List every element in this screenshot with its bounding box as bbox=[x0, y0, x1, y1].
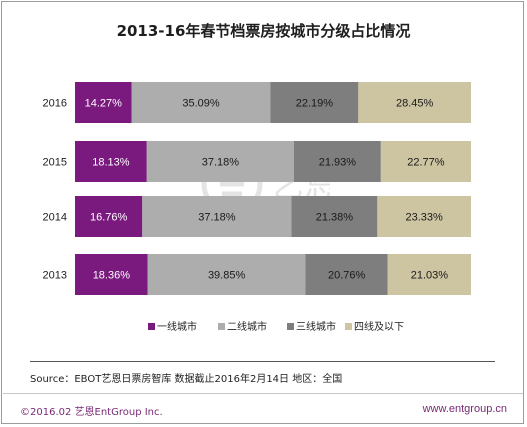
legend-label: 三线城市 bbox=[296, 320, 336, 333]
bar-segment bbox=[75, 82, 132, 123]
bar-segment bbox=[131, 82, 271, 123]
bar-segment bbox=[305, 254, 388, 295]
legend-swatch bbox=[345, 323, 352, 330]
bar-segment bbox=[294, 141, 381, 182]
bar-segment bbox=[358, 82, 471, 123]
bar-data-label: 22.77% bbox=[407, 157, 445, 169]
bar-data-label: 39.85% bbox=[208, 270, 246, 282]
bar-segment bbox=[377, 196, 471, 237]
bar-data-label: 21.03% bbox=[411, 270, 449, 282]
source-divider bbox=[30, 361, 495, 362]
legend-label: 一线城市 bbox=[157, 320, 197, 333]
bar-segment bbox=[75, 141, 147, 182]
stacked-bar-chart: 2016 14.27% 35.09% 22.19% 28.45% 2015 18.13% 37… bbox=[43, 82, 471, 333]
bar-data-label: 37.18% bbox=[202, 157, 240, 169]
bar-segment bbox=[75, 196, 143, 237]
website-link[interactable]: www.entgroup.cn bbox=[422, 403, 507, 415]
bar-data-label: 35.09% bbox=[182, 98, 220, 110]
bar-data-label: 16.76% bbox=[90, 212, 128, 224]
legend-swatch bbox=[148, 323, 155, 330]
bar-segment bbox=[146, 141, 295, 182]
chart-title: 2013-16年春节档票房按城市分级占比情况 bbox=[116, 22, 411, 40]
legend-swatch bbox=[218, 323, 225, 330]
bar-data-label: 18.13% bbox=[92, 157, 130, 169]
bar-segment bbox=[291, 196, 378, 237]
bar-data-label: 28.45% bbox=[396, 98, 434, 110]
bar-segment bbox=[387, 254, 471, 295]
copyright-text: ©2016.02 艺恩EntGroup Inc. bbox=[20, 407, 163, 418]
legend-swatch bbox=[287, 323, 294, 330]
bar-segment bbox=[270, 82, 359, 123]
bar-data-label: 21.93% bbox=[319, 157, 357, 169]
bar-data-label: 22.19% bbox=[296, 98, 334, 110]
year-label: 2016 bbox=[43, 98, 67, 110]
bar-segment bbox=[142, 196, 292, 237]
year-label: 2013 bbox=[43, 270, 67, 282]
legend-label: 四线及以下 bbox=[354, 320, 404, 333]
bar-data-label: 21.38% bbox=[316, 212, 354, 224]
legend-label: 二线城市 bbox=[227, 320, 267, 333]
year-label: 2014 bbox=[43, 212, 67, 224]
bar-data-label: 23.33% bbox=[406, 212, 444, 224]
bar-segment bbox=[147, 254, 306, 295]
bar-data-label: 14.27% bbox=[85, 98, 123, 110]
bar-segment bbox=[380, 141, 471, 182]
bar-data-label: 20.76% bbox=[328, 270, 366, 282]
bar-data-label: 18.36% bbox=[93, 270, 131, 282]
bar-data-label: 37.18% bbox=[198, 212, 236, 224]
year-label: 2015 bbox=[43, 157, 67, 169]
bar-segment bbox=[75, 254, 148, 295]
footer-bar bbox=[3, 393, 523, 422]
source-note: Source：EBOT艺恩日票房智库 数据截止2016年2月14日 地区：全国 bbox=[30, 374, 343, 385]
